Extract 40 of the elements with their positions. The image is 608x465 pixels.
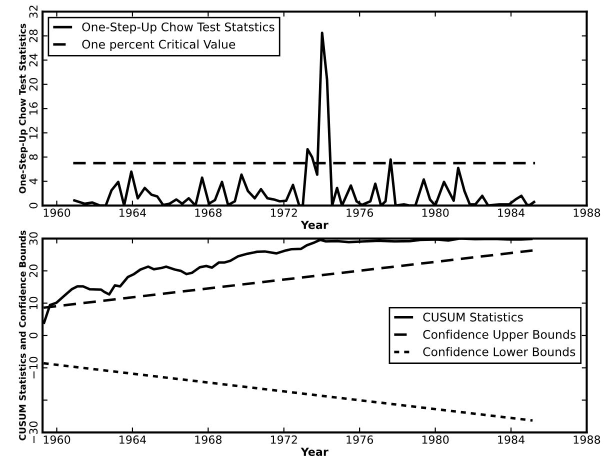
- y-tick-label: 10: [29, 296, 38, 310]
- y-axis-title: One-Step-Up Chow Test Statistics: [18, 24, 28, 194]
- x-tick-label: 1980: [422, 435, 449, 444]
- x-tick-label: 1964: [120, 435, 146, 444]
- x-tick-label: 1960: [44, 208, 70, 217]
- x-axis-title: Year: [300, 448, 328, 456]
- y-tick-label: 12: [29, 126, 38, 139]
- y-tick-label: 4: [29, 178, 38, 184]
- x-tick-label: 1988: [574, 208, 600, 217]
- legend-label: One percent Critical Value: [82, 40, 236, 52]
- y-tick-label: −30: [29, 421, 38, 443]
- y-tick-label: 20: [29, 78, 38, 91]
- y-tick-label: 0: [29, 202, 38, 208]
- legend-label: One-Step-Up Chow Test Statstics: [82, 22, 274, 34]
- y-tick-label: 28: [29, 30, 38, 42]
- x-tick-label: 1988: [574, 435, 600, 444]
- legend-label: Confidence Upper Bounds: [423, 330, 576, 342]
- y-tick-label: 8: [29, 154, 38, 160]
- legend-label: Confidence Lower Bounds: [423, 347, 576, 356]
- y-tick-label: −10: [29, 356, 38, 378]
- y-tick-label: 16: [29, 102, 38, 114]
- y-tick-label: 32: [29, 6, 38, 18]
- x-tick-label: 1984: [498, 435, 525, 444]
- y-tick-label: 24: [29, 54, 38, 66]
- x-tick-label: 1984: [498, 208, 525, 217]
- y-tick-label: 20: [29, 264, 38, 278]
- x-tick-label: 1968: [195, 208, 222, 217]
- legend-label: CUSUM Statistics: [423, 312, 523, 322]
- x-tick-label: 1976: [346, 435, 374, 444]
- x-tick-label: 1980: [422, 208, 449, 217]
- y-tick-label: 0: [29, 332, 38, 338]
- y-tick-label: 30: [29, 232, 38, 245]
- x-axis-title: Year: [300, 220, 328, 230]
- x-tick-label: 1972: [270, 208, 297, 217]
- x-tick-label: 1960: [44, 435, 70, 444]
- x-tick-label: 1968: [195, 435, 222, 444]
- x-tick-label: 1964: [120, 208, 146, 217]
- y-axis-title: CUSUM Statistics and Confidence Bounds: [18, 230, 26, 440]
- x-tick-label: 1972: [270, 435, 297, 444]
- x-tick-label: 1976: [346, 208, 374, 217]
